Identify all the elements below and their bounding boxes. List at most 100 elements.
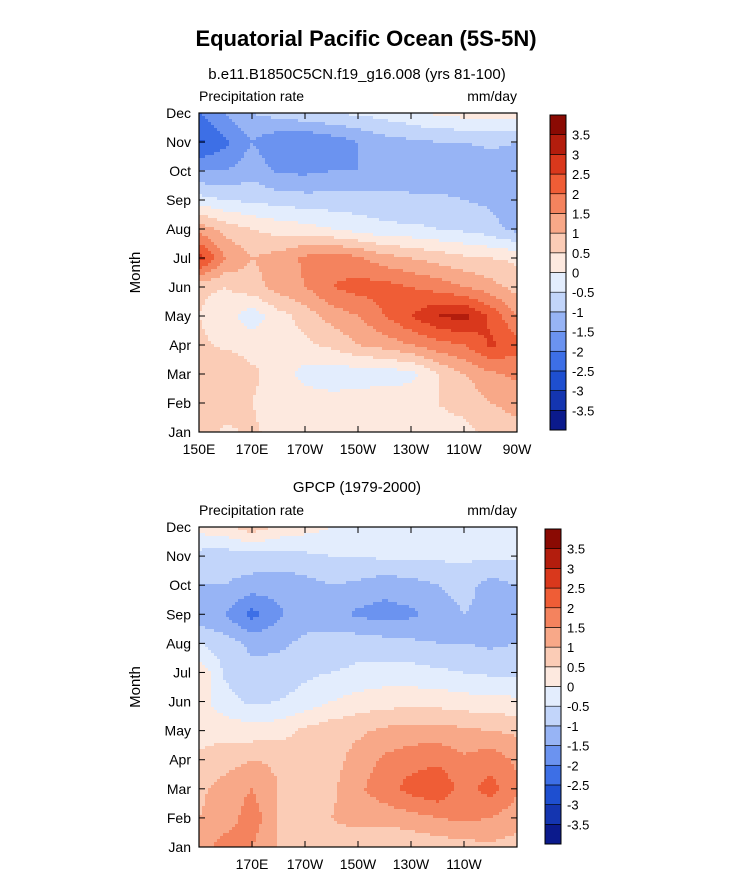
contour-cell bbox=[283, 128, 287, 132]
contour-cell bbox=[442, 176, 446, 180]
contour-cell bbox=[382, 155, 386, 159]
contour-cell bbox=[490, 167, 494, 171]
contour-cell bbox=[475, 161, 479, 165]
contour-cell bbox=[217, 155, 221, 159]
contour-cell bbox=[202, 128, 206, 132]
contour-cell bbox=[463, 170, 467, 174]
contour-cell bbox=[325, 173, 329, 177]
contour-cell bbox=[295, 131, 299, 135]
contour-cell bbox=[211, 167, 215, 171]
contour-cell bbox=[208, 119, 212, 123]
contour-cell bbox=[319, 137, 323, 141]
contour-cell bbox=[436, 164, 440, 168]
contour-cell bbox=[388, 158, 392, 162]
contour-cell bbox=[379, 128, 383, 132]
contour-cell bbox=[424, 155, 428, 159]
contour-cell bbox=[421, 134, 425, 138]
contour-cell bbox=[271, 170, 275, 174]
contour-cell bbox=[268, 146, 272, 150]
contour-cell bbox=[268, 140, 272, 144]
contour-cell bbox=[385, 125, 389, 129]
contour-cell bbox=[268, 137, 272, 141]
contour-cell bbox=[343, 170, 347, 174]
contour-cell bbox=[352, 137, 356, 141]
contour-cell bbox=[238, 116, 242, 120]
contour-cell bbox=[370, 131, 374, 135]
contour-cell bbox=[346, 158, 350, 162]
contour-cell bbox=[235, 119, 239, 123]
contour-cell bbox=[427, 116, 431, 120]
contour-cell bbox=[382, 152, 386, 156]
contour-cell bbox=[376, 131, 380, 135]
contour-cell bbox=[502, 137, 506, 141]
contour-cell bbox=[310, 170, 314, 174]
contour-cell bbox=[277, 137, 281, 141]
contour-cell bbox=[451, 143, 455, 147]
contour-cell bbox=[220, 167, 224, 171]
contour-cell bbox=[346, 113, 350, 117]
contour-cell bbox=[217, 128, 221, 132]
contour-cell bbox=[448, 131, 452, 135]
contour-cell bbox=[217, 152, 221, 156]
contour-cell bbox=[433, 161, 437, 165]
contour-cell bbox=[334, 134, 338, 138]
contour-cell bbox=[283, 149, 287, 153]
contour-cell bbox=[382, 170, 386, 174]
contour-cell bbox=[451, 173, 455, 177]
contour-cell bbox=[484, 113, 488, 117]
contour-cell bbox=[271, 119, 275, 123]
contour-cell bbox=[331, 137, 335, 141]
contour-cell bbox=[496, 143, 500, 147]
contour-cell bbox=[298, 161, 302, 165]
contour-cell bbox=[265, 137, 269, 141]
contour-cell bbox=[229, 128, 233, 132]
contour-cell bbox=[460, 128, 464, 132]
contour-cell bbox=[331, 128, 335, 132]
contour-cell bbox=[286, 116, 290, 120]
contour-cell bbox=[205, 140, 209, 144]
contour-cell bbox=[205, 113, 209, 117]
contour-cell bbox=[427, 131, 431, 135]
contour-cell bbox=[433, 170, 437, 174]
contour-cell bbox=[424, 125, 428, 129]
contour-cell bbox=[322, 143, 326, 147]
contour-cell bbox=[235, 146, 239, 150]
contour-cell bbox=[298, 143, 302, 147]
contour-cell bbox=[271, 116, 275, 120]
contour-cell bbox=[460, 140, 464, 144]
contour-cell bbox=[508, 161, 512, 165]
contour-cell bbox=[379, 176, 383, 180]
contour-cell bbox=[346, 167, 350, 171]
contour-cell bbox=[433, 113, 437, 117]
contour-cell bbox=[505, 140, 509, 144]
contour-cell bbox=[388, 113, 392, 117]
contour-cell bbox=[283, 134, 287, 138]
contour-cell bbox=[415, 137, 419, 141]
contour-cell bbox=[328, 131, 332, 135]
contour-cell bbox=[262, 143, 266, 147]
contour-cell bbox=[328, 164, 332, 168]
contour-cell bbox=[409, 131, 413, 135]
contour-cell bbox=[478, 155, 482, 159]
contour-cell bbox=[442, 158, 446, 162]
contour-cell bbox=[205, 161, 209, 165]
contour-cell bbox=[502, 167, 506, 171]
contour-cell bbox=[421, 155, 425, 159]
contour-cell bbox=[364, 119, 368, 123]
contour-cell bbox=[325, 113, 329, 117]
contour-cell bbox=[199, 137, 203, 141]
contour-cell bbox=[253, 125, 257, 129]
contour-cell bbox=[220, 125, 224, 129]
contour-cell bbox=[262, 137, 266, 141]
contour-cell bbox=[241, 176, 245, 180]
contour-cell bbox=[415, 131, 419, 135]
contour-cell bbox=[490, 122, 494, 126]
contour-cell bbox=[490, 134, 494, 138]
contour-cell bbox=[292, 149, 296, 153]
contour-cell bbox=[271, 131, 275, 135]
contour-cell bbox=[343, 119, 347, 123]
contour-cell bbox=[421, 149, 425, 153]
contour-cell bbox=[382, 164, 386, 168]
contour-cell bbox=[385, 137, 389, 141]
contour-cell bbox=[325, 143, 329, 147]
